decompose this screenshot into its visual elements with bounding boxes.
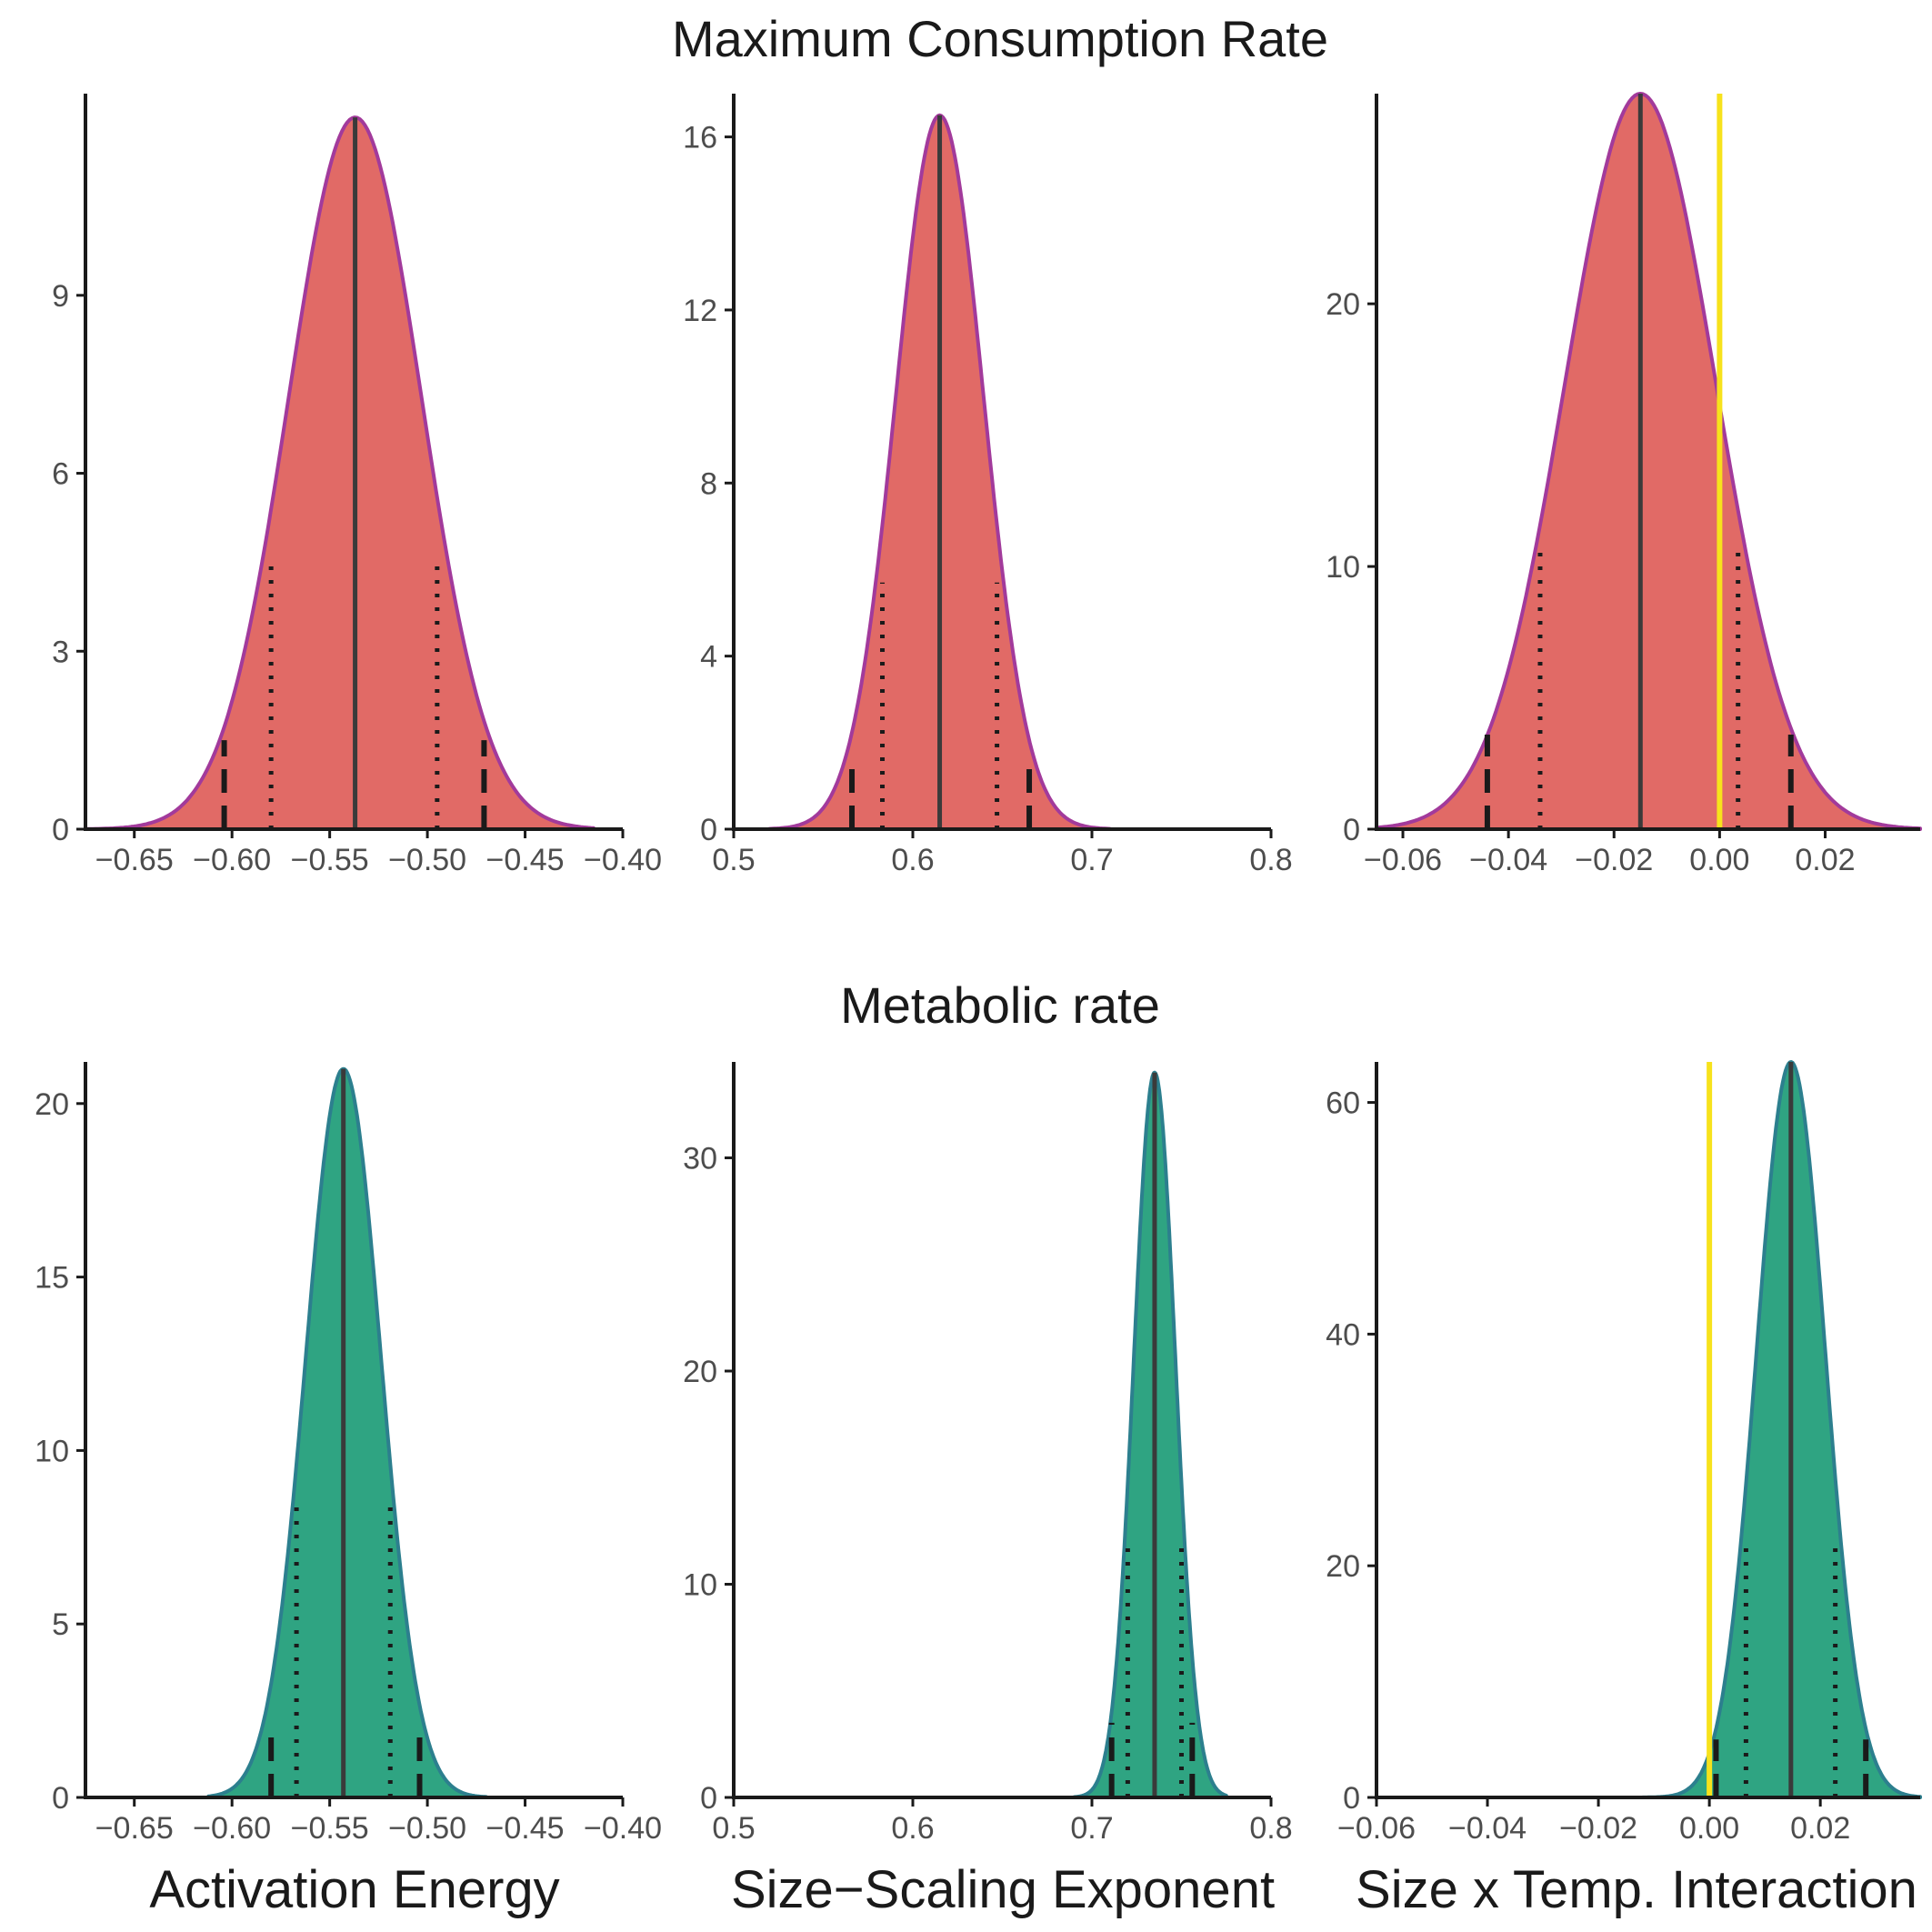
x-tick-label: −0.40: [584, 843, 662, 877]
x-tick-label: −0.04: [1469, 843, 1547, 877]
panels-group: −0.65 −0.60 −0.55 −0.50 −0.45 −0.40 0 3 6 9 0.5 0.6…: [35, 92, 1922, 1846]
density-panel-1-2: −0.06 −0.04 −0.02 0.00 0.02 0 20 40 60: [1326, 1060, 1922, 1846]
y-tick-label: 0: [700, 813, 717, 847]
y-tick-label: 20: [683, 1355, 717, 1389]
row-title-consumption: Maximum Consumption Rate: [672, 10, 1328, 67]
y-tick-label: 10: [1326, 550, 1360, 585]
x-tick-label: 0.7: [1070, 1811, 1113, 1846]
x-tick-label: −0.60: [193, 843, 271, 877]
x-tick-label: 0.02: [1790, 1811, 1850, 1846]
density-area: [1640, 1060, 1922, 1799]
y-tick-label: 12: [683, 294, 717, 328]
x-tick-label: 0.8: [1249, 1811, 1292, 1846]
x-tick-label: −0.60: [193, 1811, 271, 1846]
y-tick-label: 0: [52, 813, 69, 847]
x-tick-label: −0.65: [95, 1811, 174, 1846]
x-tick-label: −0.06: [1364, 843, 1442, 877]
x-tick-label: 0.5: [712, 843, 755, 877]
x-tick-label: 0.02: [1795, 843, 1855, 877]
x-tick-label: −0.65: [95, 843, 174, 877]
y-tick-label: 60: [1326, 1086, 1360, 1121]
xlabel-size-scaling-exponent: Size−Scaling Exponent: [731, 1860, 1275, 1919]
y-tick-label: 15: [35, 1261, 69, 1296]
y-tick-label: 3: [52, 635, 69, 669]
x-tick-label: −0.50: [388, 1811, 466, 1846]
x-tick-label: 0.5: [712, 1811, 755, 1846]
row-title-metabolic: Metabolic rate: [840, 976, 1160, 1034]
y-tick-label: 0: [700, 1781, 717, 1816]
density-area: [1375, 92, 1922, 831]
x-tick-label: −0.50: [388, 843, 466, 877]
y-tick-label: 8: [700, 466, 717, 501]
x-tick-label: 0.6: [891, 843, 934, 877]
y-tick-label: 5: [52, 1607, 69, 1642]
y-tick-label: 20: [35, 1087, 69, 1122]
y-tick-label: 10: [35, 1434, 69, 1468]
y-tick-label: 0: [1343, 1781, 1360, 1816]
y-tick-label: 0: [1343, 813, 1360, 847]
x-tick-label: −0.02: [1559, 1811, 1637, 1846]
density-area: [84, 115, 596, 831]
y-tick-label: 16: [683, 121, 717, 155]
density-panel-0-2: −0.06 −0.04 −0.02 0.00 0.02 0 10 20: [1326, 92, 1922, 877]
density-panel-1-0: −0.65 −0.60 −0.55 −0.50 −0.45 −0.40 0 5 10 15 20: [35, 1062, 662, 1846]
x-tick-label: −0.04: [1448, 1811, 1527, 1846]
xlabel-activation-energy: Activation Energy: [149, 1860, 559, 1919]
xlabel-size-temp-interaction: Size x Temp. Interaction: [1356, 1860, 1917, 1919]
density-area: [206, 1066, 488, 1799]
x-tick-label: 0.7: [1070, 843, 1113, 877]
x-tick-label: 0.00: [1679, 1811, 1739, 1846]
density-panel-0-1: 0.5 0.6 0.7 0.8 0 4 8 12 16: [683, 94, 1293, 877]
x-tick-label: 0.6: [891, 1811, 934, 1846]
x-tick-label: −0.02: [1575, 843, 1653, 877]
x-tick-label: 0.8: [1249, 843, 1292, 877]
x-tick-label: −0.55: [291, 1811, 369, 1846]
y-tick-label: 4: [700, 640, 717, 675]
y-tick-label: 10: [683, 1568, 717, 1603]
y-tick-label: 40: [1326, 1317, 1360, 1352]
density-panel-1-1: 0.5 0.6 0.7 0.8 0 10 20 30: [683, 1062, 1293, 1846]
x-tick-label: −0.45: [486, 843, 565, 877]
x-tick-label: 0.00: [1689, 843, 1749, 877]
y-tick-label: 9: [52, 279, 69, 314]
y-tick-label: 6: [52, 457, 69, 492]
x-tick-label: −0.06: [1337, 1811, 1416, 1846]
x-tick-label: −0.55: [291, 843, 369, 877]
density-area: [1072, 1070, 1228, 1799]
y-tick-label: 20: [1326, 1549, 1360, 1584]
x-tick-label: −0.45: [486, 1811, 565, 1846]
y-tick-label: 0: [52, 1781, 69, 1816]
x-tick-label: −0.40: [584, 1811, 662, 1846]
density-panel-0-0: −0.65 −0.60 −0.55 −0.50 −0.45 −0.40 0 3 6 9: [52, 94, 662, 877]
y-tick-label: 20: [1326, 287, 1360, 322]
y-tick-label: 30: [683, 1142, 717, 1176]
